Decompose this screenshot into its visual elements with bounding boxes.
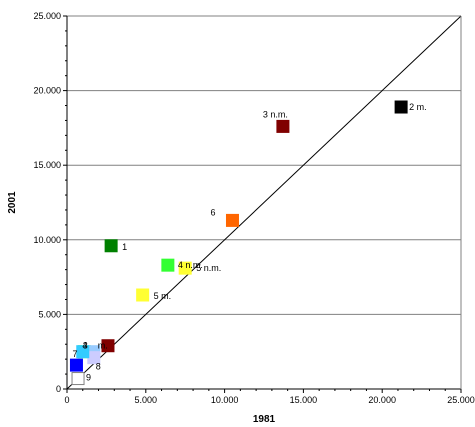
point-label: m. — [98, 341, 108, 351]
data-point — [136, 288, 150, 302]
data-point — [394, 100, 408, 114]
point-label: 3 n.m. — [263, 109, 288, 119]
tick-labels-layer: 0 5.000 10.000 15.000 20.000 25.000 0 5.000 10.0… — [33, 11, 474, 405]
x-axis-title: 1981 — [253, 414, 276, 425]
x-tick-label: 10.000 — [211, 395, 239, 405]
data-point — [69, 358, 83, 372]
point-label: 4 n.m. — [178, 260, 203, 270]
reference-line-layer — [66, 15, 462, 390]
data-point — [101, 339, 115, 353]
point-label: 4 — [82, 341, 87, 351]
point-label: 2 m. — [409, 102, 427, 112]
axes-layer — [63, 15, 462, 393]
point-label: 8 — [96, 362, 101, 372]
y-tick-label: 25.000 — [33, 11, 61, 21]
point-label: 7 — [72, 349, 77, 359]
data-point — [225, 213, 239, 227]
point-labels-layer: 2 m. 3 n.m. 6 1 4 n.m.5 n.m. 5 m. 4 m. 8 73 9 — [72, 102, 426, 383]
x-tick-label: 0 — [64, 395, 69, 405]
point-label: 1 — [122, 242, 127, 252]
data-point — [161, 258, 175, 272]
y-tick-label: 20.000 — [33, 86, 61, 96]
x-tick-label: 15.000 — [290, 395, 318, 405]
point-label: 5 m. — [154, 291, 172, 301]
data-point — [178, 261, 192, 275]
data-point — [104, 239, 118, 253]
data-point — [76, 345, 90, 359]
grid-layer — [67, 15, 461, 315]
point-label: 9 — [86, 373, 91, 383]
x-tick-label: 25.000 — [447, 395, 475, 405]
data-point — [71, 372, 85, 386]
data-point — [276, 119, 290, 133]
y-tick-label: 10.000 — [33, 235, 61, 245]
point-label: 6 — [210, 207, 215, 217]
x-tick-label: 5.000 — [135, 395, 158, 405]
x-tick-label: 20.000 — [368, 395, 396, 405]
diagonal-reference-line — [66, 15, 462, 390]
y-tick-label: 0 — [56, 384, 61, 394]
point-label: 5 n.m. — [196, 263, 221, 273]
point-label: 3 — [83, 341, 88, 351]
y-tick-label: 5.000 — [38, 309, 61, 319]
points-layer — [69, 100, 408, 386]
y-tick-label: 15.000 — [33, 160, 61, 170]
y-axis-title: 2001 — [7, 191, 18, 214]
